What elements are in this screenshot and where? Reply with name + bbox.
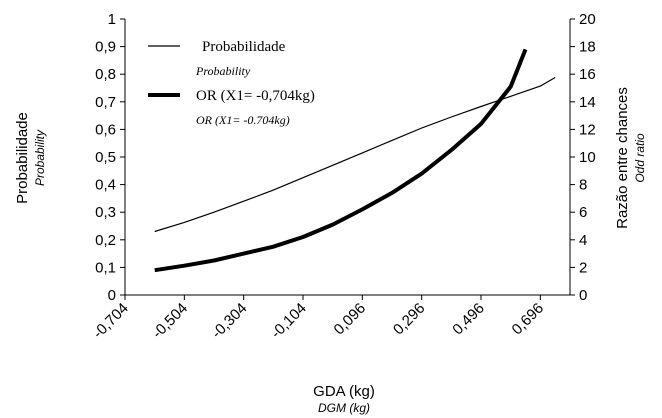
right-tick-label: 14 <box>579 94 596 111</box>
right-tick-label: 0 <box>579 287 587 304</box>
x-tick-label: -0,504 <box>149 300 191 342</box>
x-axis-title: GDA (kg) DGM (kg) <box>313 383 375 415</box>
right-axis-sublabel: Odd ratio <box>633 133 647 183</box>
legend-label-or: OR (X1= -0,704kg) <box>196 88 315 104</box>
right-tick-label: 4 <box>579 232 587 249</box>
right-tick-label: 20 <box>579 11 596 28</box>
right-tick-label: 12 <box>579 121 596 138</box>
right-tick-label: 6 <box>579 204 587 221</box>
x-tick-label: -0,304 <box>208 300 250 342</box>
x-tick-label: 0,296 <box>390 300 429 339</box>
right-tick-label: 8 <box>579 177 587 194</box>
right-y-ticks: 0 2 4 6 8 10 12 14 16 18 20 <box>570 11 596 304</box>
left-tick-label: 0,3 <box>95 204 116 221</box>
right-tick-label: 18 <box>579 39 596 56</box>
legend: Probabilidade Probability OR (X1= -0,704… <box>148 39 315 127</box>
legend-label-probabilidade: Probabilidade <box>202 39 286 55</box>
x-axis-label: GDA (kg) <box>313 383 375 400</box>
left-axis-title: Probabilidade Probability <box>14 112 47 204</box>
legend-sublabel-or: OR (X1= -0.704kg) <box>196 113 290 127</box>
x-tick-label: -0,104 <box>268 300 310 342</box>
x-tick-label: 0,696 <box>509 300 548 339</box>
left-tick-label: 0 <box>108 287 116 304</box>
left-tick-label: 0,6 <box>95 121 116 138</box>
x-tick-label: 0,496 <box>449 300 488 339</box>
x-axis-sublabel: DGM (kg) <box>318 401 370 415</box>
series-layer <box>154 48 556 273</box>
axes <box>124 19 571 296</box>
x-tick-label: -0,704 <box>90 300 132 342</box>
left-tick-label: 0,5 <box>95 149 116 166</box>
left-axis-sublabel: Probability <box>33 129 47 186</box>
x-ticks: -0,704 -0,504 -0,304 -0,104 0,096 0,296 0,496 0… <box>90 295 547 342</box>
left-tick-label: 0,9 <box>95 39 116 56</box>
legend-sublabel-probability: Probability <box>195 64 251 78</box>
right-tick-label: 16 <box>579 66 596 83</box>
right-tick-label: 2 <box>579 259 587 276</box>
left-tick-label: 1 <box>108 11 116 28</box>
series-line-or <box>154 48 528 273</box>
x-tick-label: 0,096 <box>331 300 370 339</box>
left-tick-label: 0,4 <box>95 177 116 194</box>
left-tick-label: 0,8 <box>95 66 116 83</box>
right-axis-title: Razão entre chances Odd ratio <box>614 87 647 229</box>
left-tick-label: 0,2 <box>95 232 116 249</box>
left-tick-label: 0,1 <box>95 259 116 276</box>
right-axis-label: Razão entre chances <box>614 87 631 229</box>
right-tick-label: 10 <box>579 149 596 166</box>
left-y-ticks: 0 0,1 0,2 0,3 0,4 0,5 0,6 0,7 0,8 0,9 1 <box>95 11 125 304</box>
left-tick-label: 0,7 <box>95 94 116 111</box>
left-axis-label: Probabilidade <box>14 112 31 204</box>
